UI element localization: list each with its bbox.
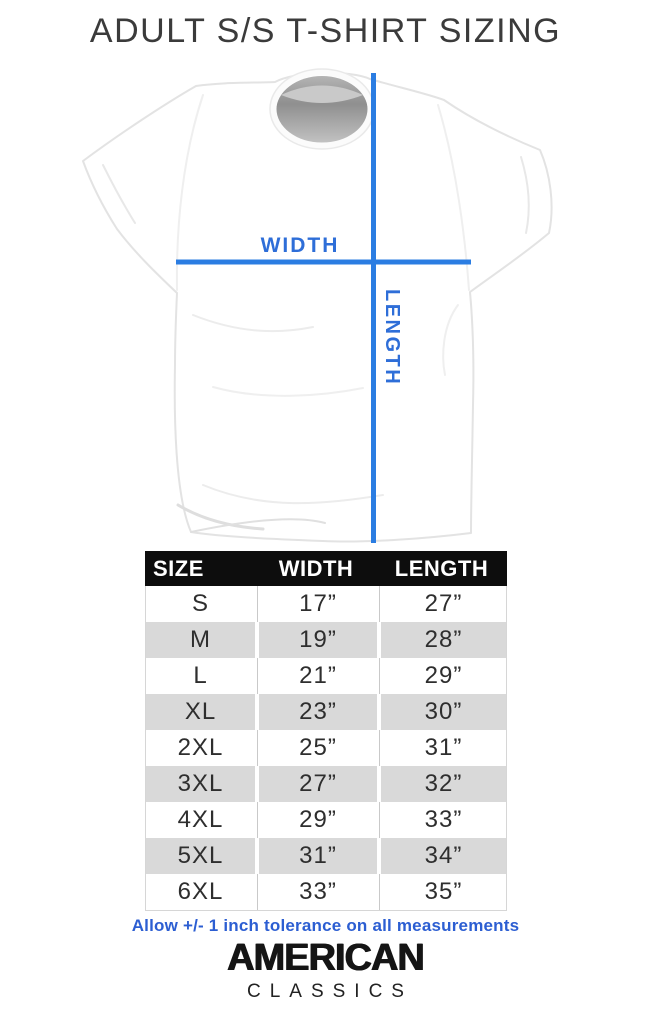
length-cell: 32”	[381, 766, 506, 802]
brand-name-classics: CLASSICS	[247, 981, 413, 1002]
tshirt-image: WIDTH LENGTH	[82, 68, 553, 543]
brand-logo: AMERICAN CLASSICS	[0, 939, 651, 1003]
size-cell: 6XL	[146, 874, 258, 910]
size-cell: 4XL	[146, 802, 258, 838]
size-cell: 5XL	[146, 838, 255, 874]
table-row: S 17” 27”	[146, 586, 506, 622]
table-body: S 17” 27” M 19” 28” L 21” 29” XL 23” 30”…	[145, 586, 507, 911]
header-length: LENGTH	[394, 555, 489, 581]
length-cell: 31”	[381, 730, 506, 766]
length-label: LENGTH	[381, 289, 403, 386]
table-row: 6XL 33” 35”	[146, 874, 506, 910]
tshirt-shading	[102, 94, 530, 533]
length-cell: 29”	[381, 658, 506, 694]
header-width: WIDTH	[278, 555, 354, 581]
width-cell: 33”	[259, 874, 380, 910]
size-cell: 3XL	[146, 766, 255, 802]
tolerance-note: Allow +/- 1 inch tolerance on all measur…	[131, 916, 520, 935]
size-cell: XL	[146, 694, 255, 730]
size-cell: 2XL	[146, 730, 258, 766]
width-cell: 19”	[259, 622, 377, 658]
length-cell: 33”	[381, 802, 506, 838]
brand-name-american: AMERICAN	[227, 937, 425, 979]
table-row: 4XL 29” 33”	[146, 802, 506, 838]
length-cell: 27”	[381, 586, 506, 622]
length-cell: 28”	[381, 622, 506, 658]
table-row: 5XL 31” 34”	[146, 838, 506, 874]
length-cell: 30”	[381, 694, 506, 730]
table-header-row: SIZE WIDTH LENGTH	[145, 551, 507, 586]
tshirt-body	[82, 72, 553, 543]
width-cell: 25”	[259, 730, 380, 766]
width-cell: 23”	[259, 694, 377, 730]
width-cell: 31”	[259, 838, 377, 874]
width-cell: 29”	[259, 802, 380, 838]
table-row: 3XL 27” 32”	[146, 766, 506, 802]
length-cell: 34”	[381, 838, 506, 874]
size-cell: M	[146, 622, 255, 658]
length-cell: 35”	[381, 874, 506, 910]
table-row: 2XL 25” 31”	[146, 730, 506, 766]
collar-graphic	[269, 68, 375, 150]
size-cell: L	[146, 658, 258, 694]
width-cell: 27”	[259, 766, 377, 802]
width-cell: 17”	[259, 586, 380, 622]
width-label: WIDTH	[261, 234, 340, 257]
tshirt-diagram: WIDTH LENGTH	[63, 65, 588, 548]
table-row: L 21” 29”	[146, 658, 506, 694]
width-cell: 21”	[259, 658, 380, 694]
page-title: ADULT S/S T-SHIRT SIZING	[89, 12, 562, 50]
size-chart-table: SIZE WIDTH LENGTH S 17” 27” M 19” 28” L …	[145, 551, 507, 911]
size-cell: S	[146, 586, 258, 622]
table-row: XL 23” 30”	[146, 694, 506, 730]
header-size: SIZE	[153, 555, 204, 581]
table-row: M 19” 28”	[146, 622, 506, 658]
